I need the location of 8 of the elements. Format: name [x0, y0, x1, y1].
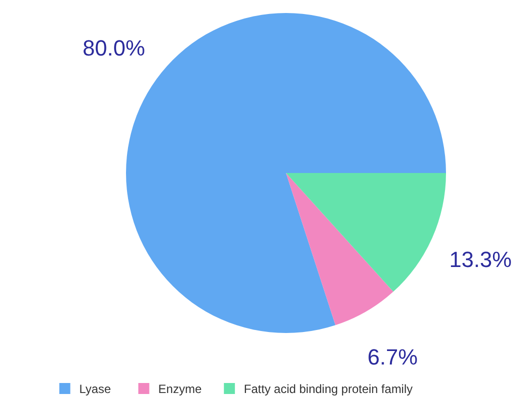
legend-label: Fatty acid binding protein family	[244, 382, 413, 396]
data-label: 6.7%	[368, 344, 418, 370]
legend-label: Enzyme	[158, 382, 202, 396]
pie-slice	[286, 173, 394, 326]
data-label: 80.0%	[82, 35, 146, 60]
pie-slice	[286, 173, 446, 292]
legend-label: Lyase	[79, 382, 112, 396]
data-label: 13.3%	[449, 246, 512, 272]
